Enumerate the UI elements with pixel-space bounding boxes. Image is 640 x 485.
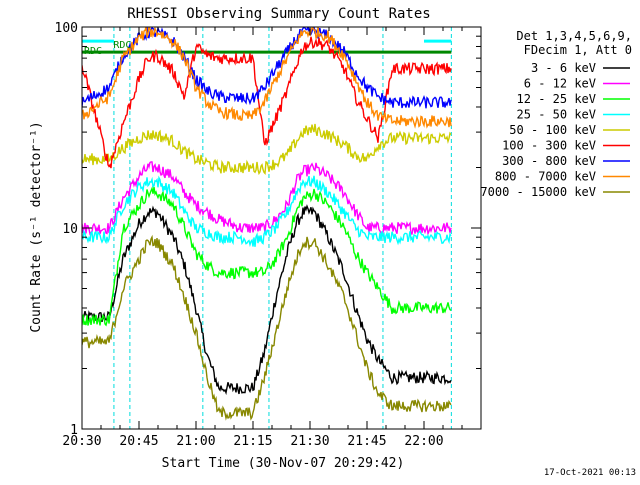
x-tick-label-1: 20:45 [119, 434, 158, 449]
legend-label-6: 300 - 800 keV [502, 154, 596, 168]
x-axis: 20:30 20:45 21:00 21:15 21:30 21:45 22:00 [62, 27, 482, 449]
x-axis-label: Start Time (30-Nov-07 20:29:42) [162, 456, 405, 471]
x-tick-label-4: 21:30 [290, 434, 329, 449]
y-axis: 1 10 100 [55, 21, 481, 438]
x-tick-label-6: 22:00 [404, 434, 443, 449]
legend-label-3: 25 - 50 keV [517, 108, 596, 122]
flag-label-0: RDC [84, 46, 102, 57]
plot-inner: RDC RDC [82, 27, 452, 429]
legend-label-1: 6 - 12 keV [524, 77, 596, 91]
legend: Det 1,3,4,5,6,9, FDecim 1, Att 0 3 - 6 k… [480, 29, 632, 199]
y-axis-label: Count Rate (s⁻¹ detector⁻¹) [29, 121, 44, 332]
series-line-4 [82, 123, 452, 176]
series-line-7 [82, 27, 452, 129]
legend-label-4: 50 - 100 keV [509, 123, 596, 137]
x-tick-label-0: 20:30 [62, 434, 101, 449]
series-line-2 [82, 186, 452, 327]
x-tick-label-2: 21:00 [176, 434, 215, 449]
series-line-8 [82, 234, 452, 421]
footer-timestamp: 17-Oct-2021 00:13 [544, 468, 636, 478]
legend-label-5: 100 - 300 keV [502, 139, 596, 153]
legend-label-8: 7000 - 15000 keV [480, 185, 596, 199]
chart-title: RHESSI Observing Summary Count Rates [127, 6, 430, 22]
series-line-3 [82, 175, 452, 248]
x-tick-label-5: 21:45 [347, 434, 386, 449]
plot-area: RDC RDC [81, 26, 482, 430]
series-line-1 [82, 161, 452, 237]
x-tick-label-3: 21:15 [233, 434, 272, 449]
series-line-0 [82, 204, 452, 396]
flag-label-1: RDC [113, 40, 131, 51]
legend-header-line-1: Det 1,3,4,5,6,9, [516, 29, 632, 43]
y-tick-label-2: 100 [55, 21, 78, 36]
legend-header-line-2: FDecim 1, Att 0 [524, 43, 632, 57]
legend-label-2: 12 - 25 keV [517, 92, 596, 106]
y-tick-label-0: 1 [70, 423, 78, 438]
y-tick-label-1: 10 [62, 222, 78, 237]
series-line-5 [82, 36, 452, 169]
legend-label-7: 800 - 7000 keV [495, 170, 596, 184]
legend-label-0: 3 - 6 keV [531, 61, 596, 75]
